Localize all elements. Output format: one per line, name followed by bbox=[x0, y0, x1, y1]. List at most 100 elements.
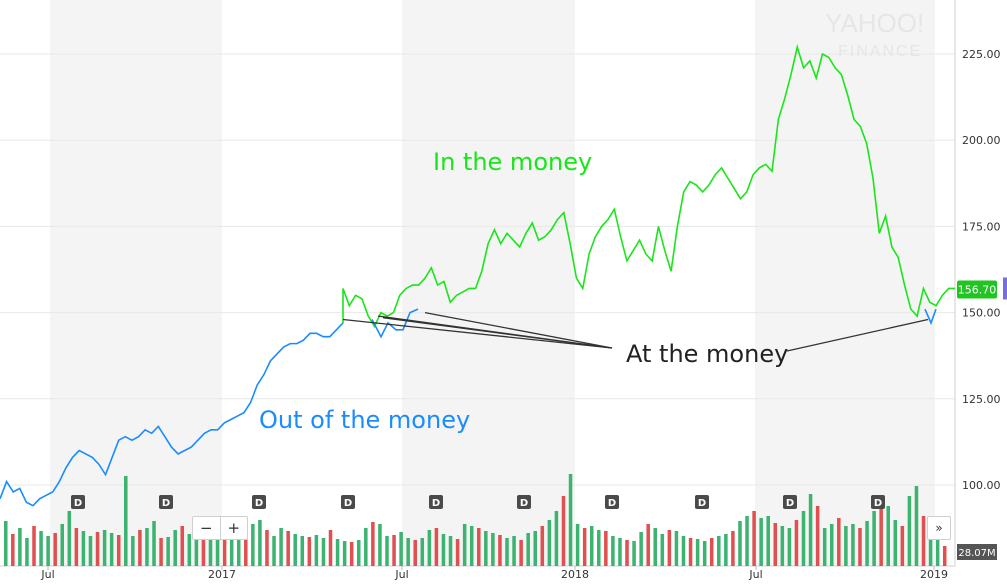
volume-bar bbox=[568, 474, 573, 566]
volume-bar bbox=[229, 530, 234, 566]
volume-bar bbox=[187, 534, 192, 566]
y-tick-label: 125.00 bbox=[962, 393, 1001, 406]
y-tick-label: 150.00 bbox=[962, 307, 1001, 320]
volume-bar bbox=[116, 535, 121, 566]
volume-bar bbox=[646, 524, 650, 566]
volume-bar bbox=[215, 528, 220, 566]
volume-bar bbox=[434, 528, 439, 566]
volume-bar bbox=[441, 534, 446, 566]
volume-bar bbox=[837, 518, 841, 566]
dividend-marker-label: D bbox=[698, 498, 706, 509]
volume-bar bbox=[561, 496, 566, 566]
last-price-badge bbox=[957, 280, 997, 299]
volume-bar bbox=[484, 531, 488, 566]
volume-bar bbox=[159, 538, 163, 566]
volume-bar bbox=[766, 516, 770, 566]
volume-bar bbox=[244, 526, 248, 566]
volume-label: 28.07M bbox=[958, 548, 995, 559]
volume-bar bbox=[886, 506, 890, 566]
volume-bar bbox=[787, 528, 792, 566]
volume-bar bbox=[533, 531, 538, 566]
dividend-marker-label: D bbox=[344, 498, 352, 509]
volume-bar bbox=[611, 536, 615, 566]
volume-bar bbox=[752, 511, 756, 566]
volume-bar bbox=[74, 528, 79, 566]
dividend-marker-box bbox=[871, 495, 885, 509]
volume-bar bbox=[258, 520, 262, 566]
dividend-marker-box bbox=[605, 495, 619, 509]
x-tick-label: Jul bbox=[394, 568, 408, 581]
volume-bar bbox=[25, 538, 29, 566]
volume-bar bbox=[829, 524, 834, 566]
volume-bar bbox=[801, 511, 806, 566]
watermark-finance: FINANCE bbox=[838, 43, 922, 60]
volume-bar bbox=[124, 476, 128, 566]
volume-bar bbox=[371, 522, 375, 566]
volume-bar bbox=[406, 538, 410, 566]
volume-bar bbox=[547, 520, 552, 566]
volume-bar bbox=[356, 540, 361, 566]
volume-bar bbox=[632, 541, 636, 566]
volume-bar bbox=[907, 496, 912, 566]
volume-bar bbox=[300, 536, 305, 566]
last-price-label: 156.70 bbox=[958, 283, 997, 296]
volume-bar bbox=[935, 536, 940, 566]
volume-bar bbox=[498, 535, 502, 566]
dividend-marker: D bbox=[605, 495, 619, 509]
x-tick-label: 2017 bbox=[208, 568, 236, 581]
volume-bar bbox=[844, 526, 848, 566]
volume-bar bbox=[491, 533, 495, 566]
volume-bar bbox=[385, 536, 389, 566]
volume-bar bbox=[462, 524, 467, 566]
volume-bar bbox=[928, 526, 933, 566]
volume-bar bbox=[194, 539, 199, 566]
volume-bar bbox=[731, 531, 735, 566]
dividend-marker-box bbox=[517, 495, 531, 509]
dividend-marker-box bbox=[429, 495, 443, 509]
volume-bar bbox=[279, 528, 283, 566]
volume-bar bbox=[321, 538, 326, 566]
dividend-marker: D bbox=[695, 495, 709, 509]
volume-bar bbox=[420, 538, 425, 566]
volume-bar bbox=[554, 511, 559, 566]
volume-bar bbox=[851, 524, 855, 566]
zoom-in-button[interactable]: + bbox=[219, 517, 248, 539]
volume-bar bbox=[152, 521, 156, 566]
volume-bar bbox=[540, 526, 545, 566]
annotation-in-the-money: In the money bbox=[433, 148, 592, 176]
dividend-marker-box bbox=[783, 495, 797, 509]
volume-bar bbox=[392, 535, 396, 566]
volume-bar bbox=[4, 521, 8, 566]
expand-button[interactable]: » bbox=[927, 516, 951, 540]
dividend-marker-box bbox=[341, 495, 355, 509]
x-tick-label: 2018 bbox=[561, 568, 589, 581]
volume-bar bbox=[138, 530, 142, 566]
dividend-marker: D bbox=[159, 495, 173, 509]
volume-bar bbox=[60, 524, 65, 566]
volume-bar bbox=[32, 526, 36, 566]
dividend-marker-box bbox=[252, 495, 266, 509]
x-tick-label: Jul bbox=[40, 568, 54, 581]
series-line-out-of-the-money bbox=[0, 322, 344, 507]
volume-bar bbox=[236, 532, 241, 566]
volume-bar bbox=[131, 536, 135, 566]
volume-bar bbox=[858, 528, 862, 566]
volume-bar bbox=[46, 536, 50, 566]
volume-bar bbox=[921, 516, 926, 566]
dividend-marker-label: D bbox=[255, 498, 263, 509]
dividend-marker-label: D bbox=[608, 498, 616, 509]
volume-bar bbox=[653, 528, 658, 566]
series-line-dip bbox=[371, 308, 419, 339]
volume-bar bbox=[102, 530, 107, 566]
volume-bar bbox=[872, 511, 876, 566]
volume-bar bbox=[11, 534, 15, 566]
volume-bar bbox=[773, 523, 778, 566]
volume-bar bbox=[222, 536, 227, 566]
series-line-dip bbox=[924, 308, 937, 326]
volume-bar bbox=[293, 534, 297, 566]
volume-bar bbox=[759, 518, 763, 566]
zoom-out-button[interactable]: − bbox=[199, 519, 213, 537]
dividend-marker-label: D bbox=[74, 498, 82, 509]
year-band-1 bbox=[402, 0, 575, 566]
